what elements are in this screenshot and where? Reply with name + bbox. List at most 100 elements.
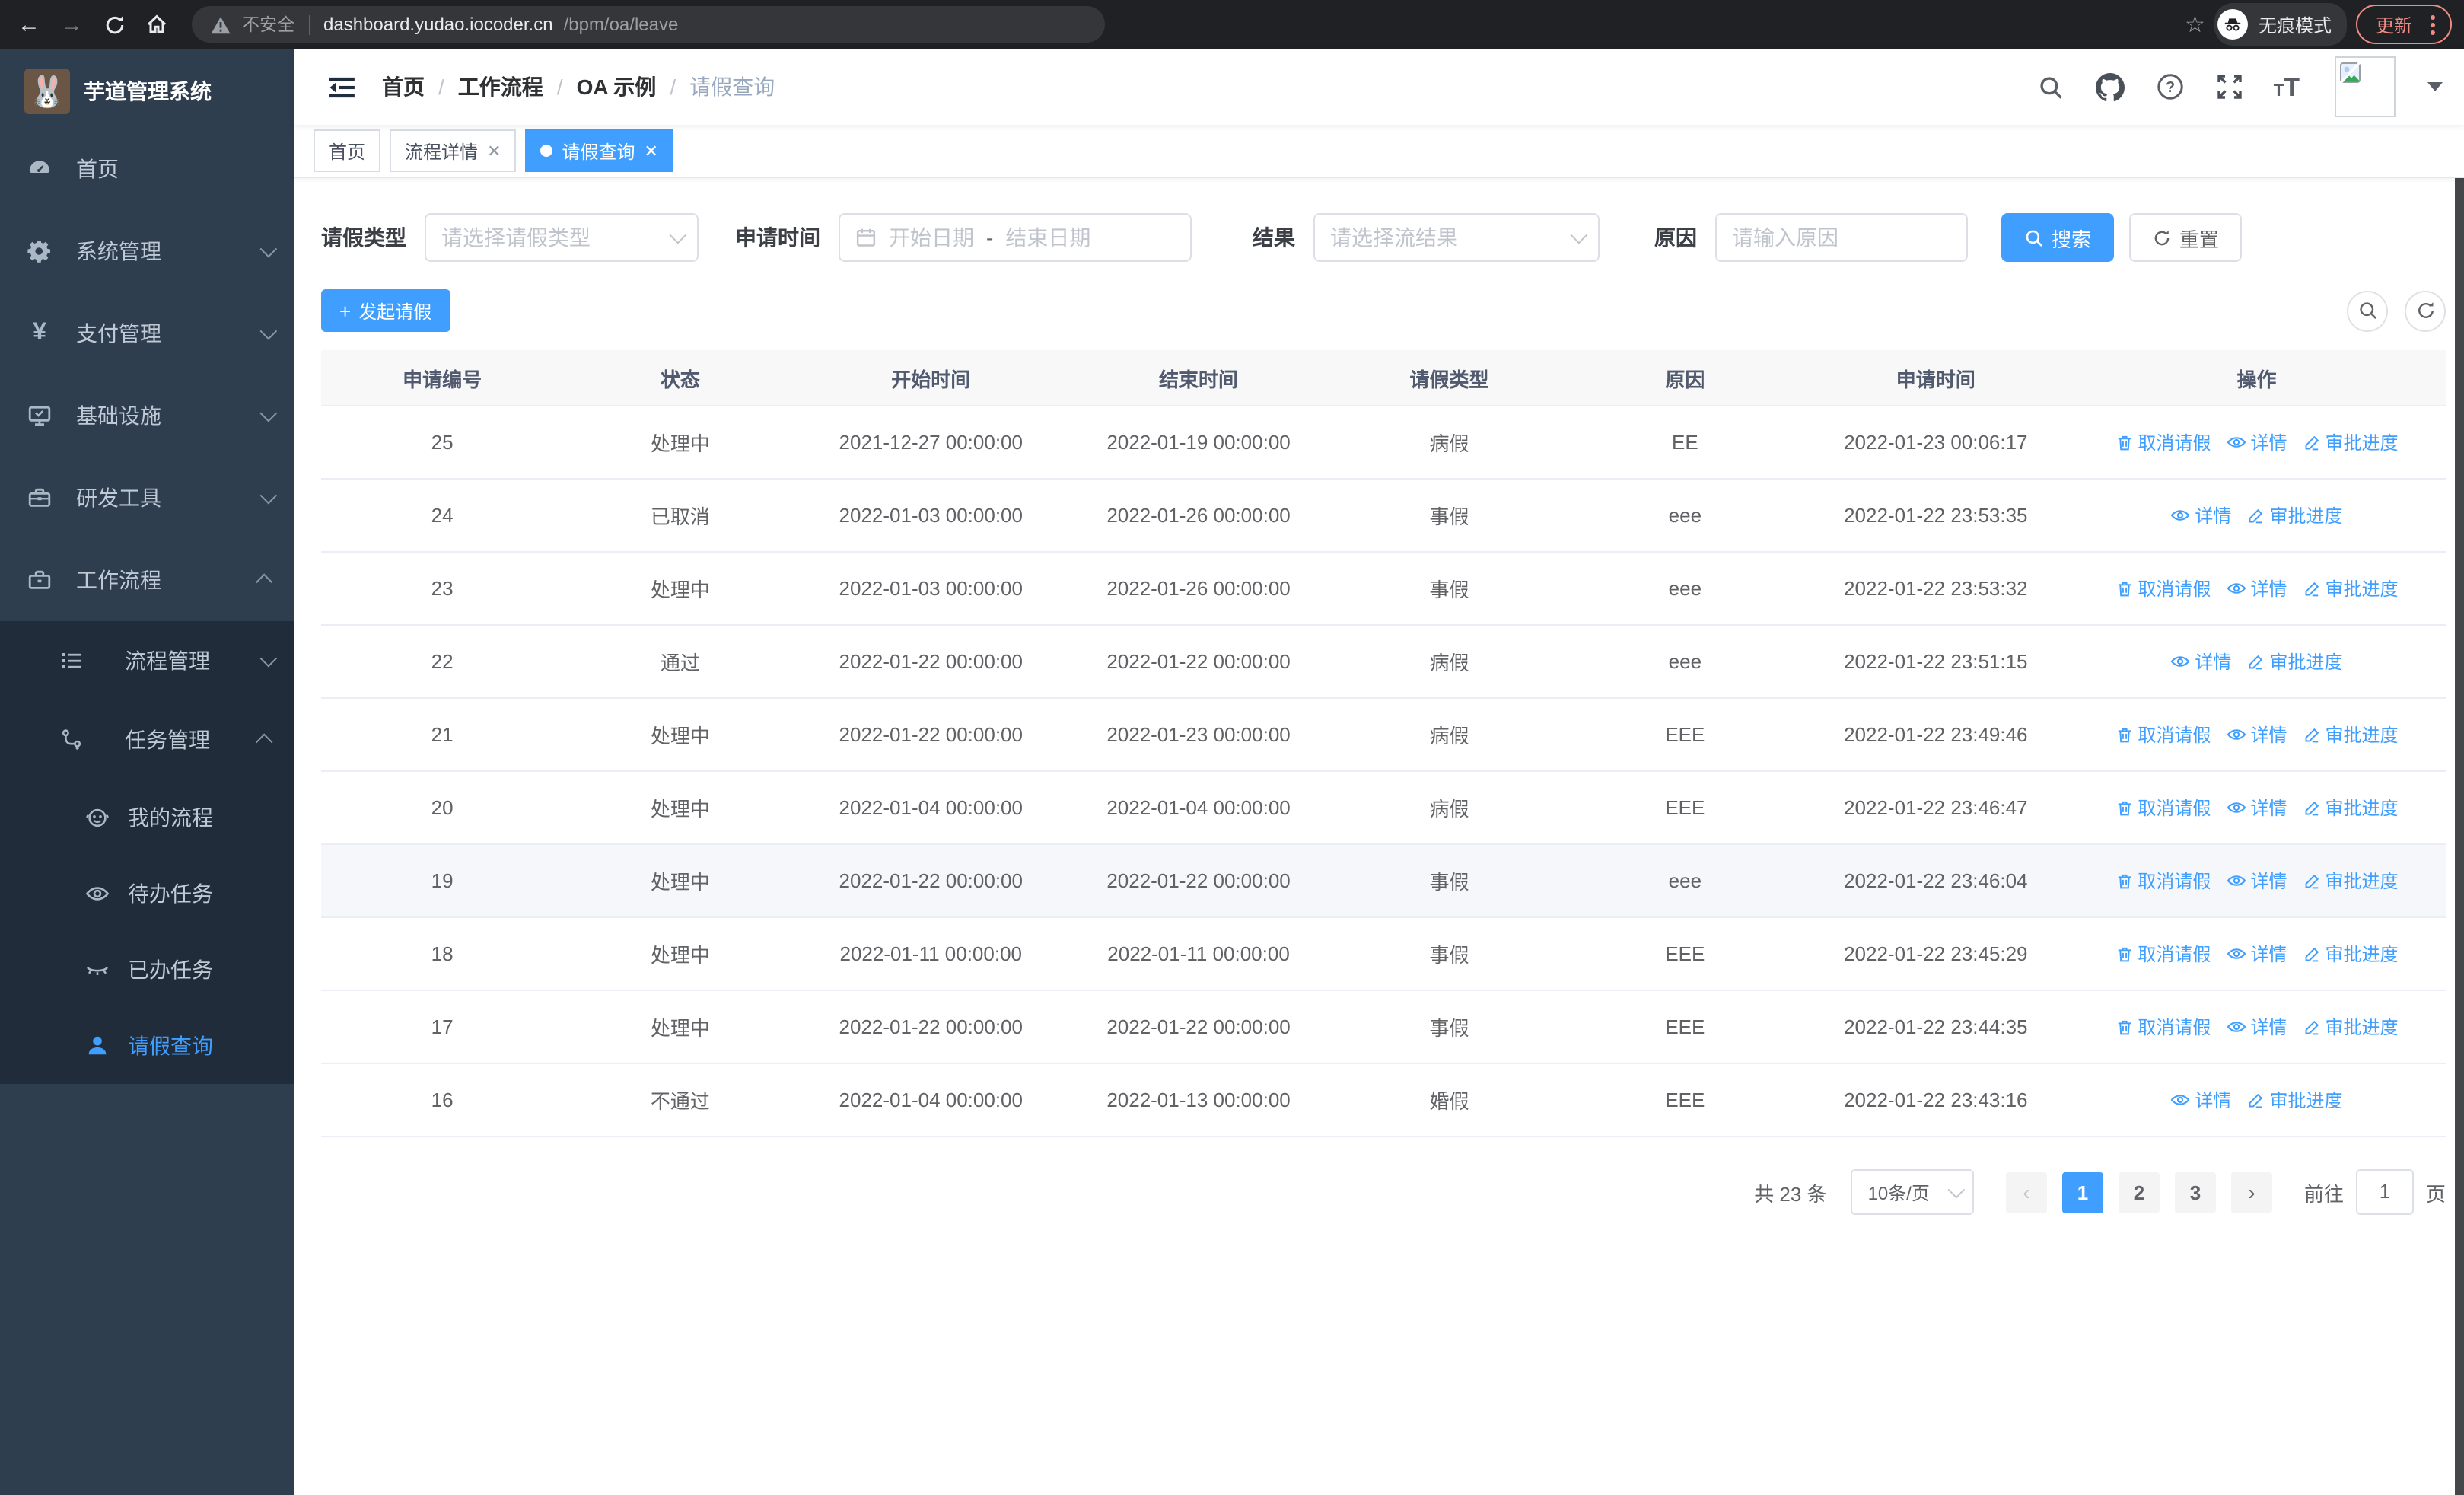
sidebar-item-gear[interactable]: 系统管理	[0, 210, 294, 292]
github-icon[interactable]	[2096, 72, 2126, 102]
sidebar-item-label: 流程管理	[125, 649, 210, 673]
sidebar-item-eye[interactable]: 待办任务	[0, 856, 294, 932]
approval-progress-link[interactable]: 审批进度	[2302, 795, 2399, 821]
approval-progress-link[interactable]: 审批进度	[2246, 502, 2342, 528]
detail-link[interactable]: 详情	[2226, 575, 2287, 601]
tab-close-icon[interactable]: ✕	[487, 142, 501, 161]
approval-progress-link[interactable]: 审批进度	[2302, 1014, 2399, 1040]
cancel-leave-link[interactable]: 取消请假	[2115, 941, 2211, 967]
browser-back-button[interactable]: ←	[18, 11, 40, 37]
table-row[interactable]: 22 通过 2022-01-22 00:00:00 2022-01-22 00:00:…	[321, 625, 2446, 699]
prev-page-button[interactable]: ‹	[2005, 1171, 2047, 1213]
bookmark-star-icon[interactable]: ☆	[2185, 12, 2205, 38]
approval-progress-link[interactable]: 审批进度	[2302, 575, 2399, 601]
approval-progress-link[interactable]: 审批进度	[2302, 722, 2399, 748]
result-select[interactable]: 请选择流结果	[1313, 213, 1600, 262]
detail-link[interactable]: 详情	[2226, 868, 2287, 894]
sidebar-item-monitor[interactable]: 基础设施	[0, 375, 294, 457]
detail-link[interactable]: 详情	[2170, 649, 2231, 674]
security-warning-icon[interactable]	[210, 14, 231, 34]
table-row[interactable]: 17 处理中 2022-01-22 00:00:00 2022-01-22 00:00…	[321, 990, 2446, 1064]
page-number-button[interactable]: 1	[2061, 1171, 2103, 1213]
cancel-leave-link[interactable]: 取消请假	[2115, 1014, 2211, 1040]
sidebar-toggle-button[interactable]	[315, 61, 367, 113]
tab-active[interactable]: 请假查询 ✕	[525, 129, 673, 172]
table-row[interactable]: 16 不通过 2022-01-04 00:00:00 2022-01-13 00:00…	[321, 1063, 2446, 1137]
sidebar-item-yen[interactable]: ¥ 支付管理	[0, 292, 294, 375]
leave-type-select[interactable]: 请选择请假类型	[425, 213, 699, 262]
approval-progress-link[interactable]: 审批进度	[2302, 429, 2399, 455]
cancel-leave-link[interactable]: 取消请假	[2115, 575, 2211, 601]
browser-menu-icon[interactable]	[2424, 14, 2441, 34]
sidebar-item-briefcase[interactable]: 工作流程	[0, 539, 294, 621]
cancel-leave-link[interactable]: 取消请假	[2115, 868, 2211, 894]
detail-link[interactable]: 详情	[2226, 941, 2287, 967]
detail-link[interactable]: 详情	[2226, 795, 2287, 821]
table-search-button[interactable]	[2347, 290, 2388, 331]
apply-time-range-picker[interactable]: 开始日期 - 结束日期	[839, 213, 1192, 262]
sidebar-item-eye-closed[interactable]: 已办任务	[0, 932, 294, 1008]
address-bar[interactable]: 不安全 dashboard.yudao.iocoder.cn/bpm/oa/le…	[192, 6, 1105, 43]
page-size-select[interactable]: 10条/页	[1851, 1169, 1974, 1215]
browser-home-button[interactable]	[140, 8, 173, 41]
sidebar-item-label: 工作流程	[76, 568, 161, 592]
cancel-leave-link[interactable]: 取消请假	[2115, 722, 2211, 748]
cancel-leave-link[interactable]: 取消请假	[2115, 429, 2211, 455]
create-leave-button[interactable]: + 发起请假	[321, 289, 450, 332]
fullscreen-icon[interactable]	[2214, 72, 2245, 102]
table-row[interactable]: 23 处理中 2022-01-03 00:00:00 2022-01-26 00:00…	[321, 552, 2446, 626]
update-button[interactable]: 更新	[2355, 5, 2452, 44]
app-logo-row[interactable]: 🐰 芋道管理系统	[0, 55, 294, 128]
tab-item[interactable]: 流程详情 ✕	[390, 129, 517, 172]
table-row[interactable]: 25 处理中 2021-12-27 00:00:00 2022-01-19 00:00…	[321, 405, 2446, 480]
next-page-button[interactable]: ›	[2230, 1171, 2272, 1213]
table-refresh-button[interactable]	[2405, 290, 2446, 331]
table-row[interactable]: 24 已取消 2022-01-03 00:00:00 2022-01-26 00:00…	[321, 479, 2446, 553]
sidebar-item-label: 待办任务	[128, 881, 213, 906]
page-number-button[interactable]: 3	[2174, 1171, 2216, 1213]
reset-button[interactable]: 重置	[2129, 213, 2243, 262]
detail-link[interactable]: 详情	[2226, 429, 2287, 455]
approval-progress-link[interactable]: 审批进度	[2302, 868, 2399, 894]
url-path[interactable]: /bpm/oa/leave	[563, 14, 679, 35]
table-row[interactable]: 19 处理中 2022-01-22 00:00:00 2022-01-22 00:00…	[321, 844, 2446, 918]
table-row[interactable]: 18 处理中 2022-01-11 00:00:00 2022-01-11 00:00…	[321, 917, 2446, 991]
sidebar-item-toolbox[interactable]: 研发工具	[0, 457, 294, 539]
sidebar-item-dashboard[interactable]: 首页	[0, 128, 294, 210]
toolbox-icon	[27, 486, 52, 510]
detail-link[interactable]: 详情	[2226, 722, 2287, 748]
table-row[interactable]: 20 处理中 2022-01-04 00:00:00 2022-01-04 00:00…	[321, 771, 2446, 845]
reason-input[interactable]: 请输入原因	[1715, 213, 1968, 262]
search-button[interactable]: 搜索	[2001, 213, 2115, 262]
sidebar-item-robot[interactable]: 我的流程	[0, 779, 294, 856]
avatar-caret-icon[interactable]	[2427, 82, 2443, 91]
cancel-leave-link[interactable]: 取消请假	[2115, 795, 2211, 821]
avatar[interactable]	[2335, 56, 2396, 117]
help-icon[interactable]: ?	[2155, 72, 2185, 102]
browser-reload-button[interactable]	[97, 8, 131, 41]
breadcrumb-item[interactable]: 工作流程	[457, 75, 543, 99]
security-warning-label[interactable]: 不安全	[242, 17, 294, 35]
sidebar-item-list[interactable]: 流程管理	[0, 621, 294, 700]
sidebar-item-flow[interactable]: 任务管理	[0, 700, 294, 779]
detail-link[interactable]: 详情	[2170, 502, 2231, 528]
tab-item[interactable]: 首页	[314, 129, 381, 172]
approval-progress-link[interactable]: 审批进度	[2302, 941, 2399, 967]
approval-progress-link[interactable]: 审批进度	[2246, 649, 2342, 674]
tab-close-icon[interactable]: ✕	[644, 142, 658, 161]
table-row[interactable]: 21 处理中 2022-01-22 00:00:00 2022-01-23 00:00…	[321, 698, 2446, 772]
leave-type-cell: 事假	[1332, 844, 1567, 918]
url-host[interactable]: dashboard.yudao.iocoder.cn	[323, 14, 553, 35]
approval-progress-link[interactable]: 审批进度	[2246, 1087, 2342, 1113]
page-number-button[interactable]: 2	[2118, 1171, 2160, 1213]
detail-link[interactable]: 详情	[2226, 1014, 2287, 1040]
detail-link[interactable]: 详情	[2170, 1087, 2231, 1113]
search-icon[interactable]	[2036, 72, 2067, 102]
breadcrumb-item[interactable]: 首页	[382, 75, 425, 99]
goto-page-input[interactable]: 1	[2355, 1169, 2414, 1215]
sidebar-item-label: 我的流程	[128, 805, 213, 830]
browser-forward-button[interactable]: →	[60, 11, 83, 37]
breadcrumb-item[interactable]: OA 示例	[576, 75, 657, 99]
sidebar-item-user[interactable]: 请假查询	[0, 1008, 294, 1084]
